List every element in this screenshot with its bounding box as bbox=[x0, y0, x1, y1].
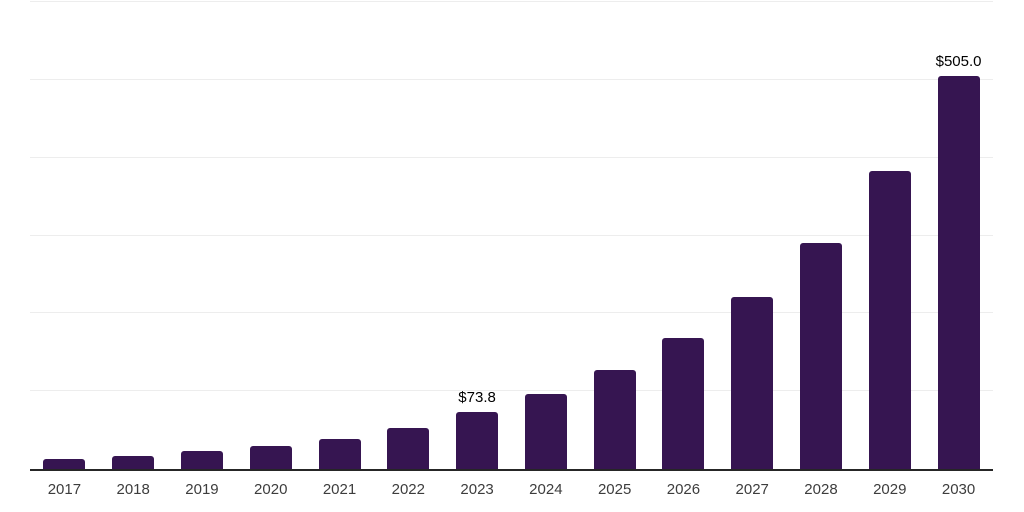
bar-slot: $73.8 bbox=[443, 2, 512, 469]
bar-slot bbox=[236, 2, 305, 469]
x-tick-label-2020: 2020 bbox=[254, 481, 288, 498]
gridline-300 bbox=[30, 234, 993, 236]
bar-slot bbox=[374, 2, 443, 469]
bar-slot bbox=[580, 2, 649, 469]
bar-2019 bbox=[180, 451, 223, 469]
gridline-500 bbox=[30, 78, 993, 80]
bar-2017 bbox=[43, 458, 86, 469]
bar-2022 bbox=[387, 427, 430, 469]
x-tick-label-2017: 2017 bbox=[47, 481, 82, 498]
gridline-100 bbox=[30, 390, 993, 392]
x-tick-label-2027: 2027 bbox=[735, 481, 769, 498]
bar-slot: $505.0 bbox=[924, 2, 993, 469]
gridline-400 bbox=[30, 156, 993, 158]
x-tick-label-2019: 2019 bbox=[185, 481, 219, 498]
bar-slot bbox=[787, 2, 856, 469]
bar-2030 bbox=[937, 75, 980, 469]
x-axis-tick-labels: 2017 2018 2019 2020 2021 2022 2023 2024 … bbox=[30, 481, 993, 499]
x-tick-label-2030: 2030 bbox=[941, 481, 976, 498]
bar-slot bbox=[855, 2, 924, 469]
bar-slot bbox=[30, 2, 99, 469]
gridline-200 bbox=[30, 312, 993, 314]
bar-slot bbox=[99, 2, 168, 469]
gridline-600 bbox=[30, 1, 993, 2]
x-tick-label-2026: 2026 bbox=[666, 481, 701, 498]
x-tick-label-2021: 2021 bbox=[322, 481, 357, 498]
x-tick-label-2029: 2029 bbox=[873, 481, 907, 498]
bar-2023 bbox=[456, 411, 499, 469]
bar-2026 bbox=[662, 338, 705, 469]
plot-area: $73.8 $505.0 bbox=[30, 1, 993, 471]
bar-value-label: $73.8 bbox=[458, 388, 496, 406]
x-tick-label-2018: 2018 bbox=[116, 481, 150, 498]
bar-slot bbox=[718, 2, 787, 469]
bar-2018 bbox=[112, 455, 155, 469]
bar-2021 bbox=[318, 438, 361, 469]
x-tick-label-2023: 2023 bbox=[460, 481, 494, 498]
bar-2028 bbox=[799, 242, 842, 469]
x-tick-label-2022: 2022 bbox=[391, 481, 425, 498]
bar-slot bbox=[649, 2, 718, 469]
bar-2025 bbox=[593, 369, 636, 469]
bar-slot bbox=[511, 2, 580, 469]
bar-slot bbox=[305, 2, 374, 469]
x-tick-label-2028: 2028 bbox=[804, 481, 838, 498]
bar-2020 bbox=[249, 445, 292, 469]
x-tick-label-2025: 2025 bbox=[597, 481, 632, 498]
bar-2029 bbox=[868, 171, 911, 469]
bar-value-label: $505.0 bbox=[935, 52, 982, 70]
bar-2027 bbox=[731, 297, 774, 469]
bar-2024 bbox=[524, 393, 567, 469]
x-tick-label-2024: 2024 bbox=[529, 481, 563, 498]
bars-group: $73.8 $505.0 bbox=[30, 2, 993, 469]
bar-slot bbox=[168, 2, 237, 469]
